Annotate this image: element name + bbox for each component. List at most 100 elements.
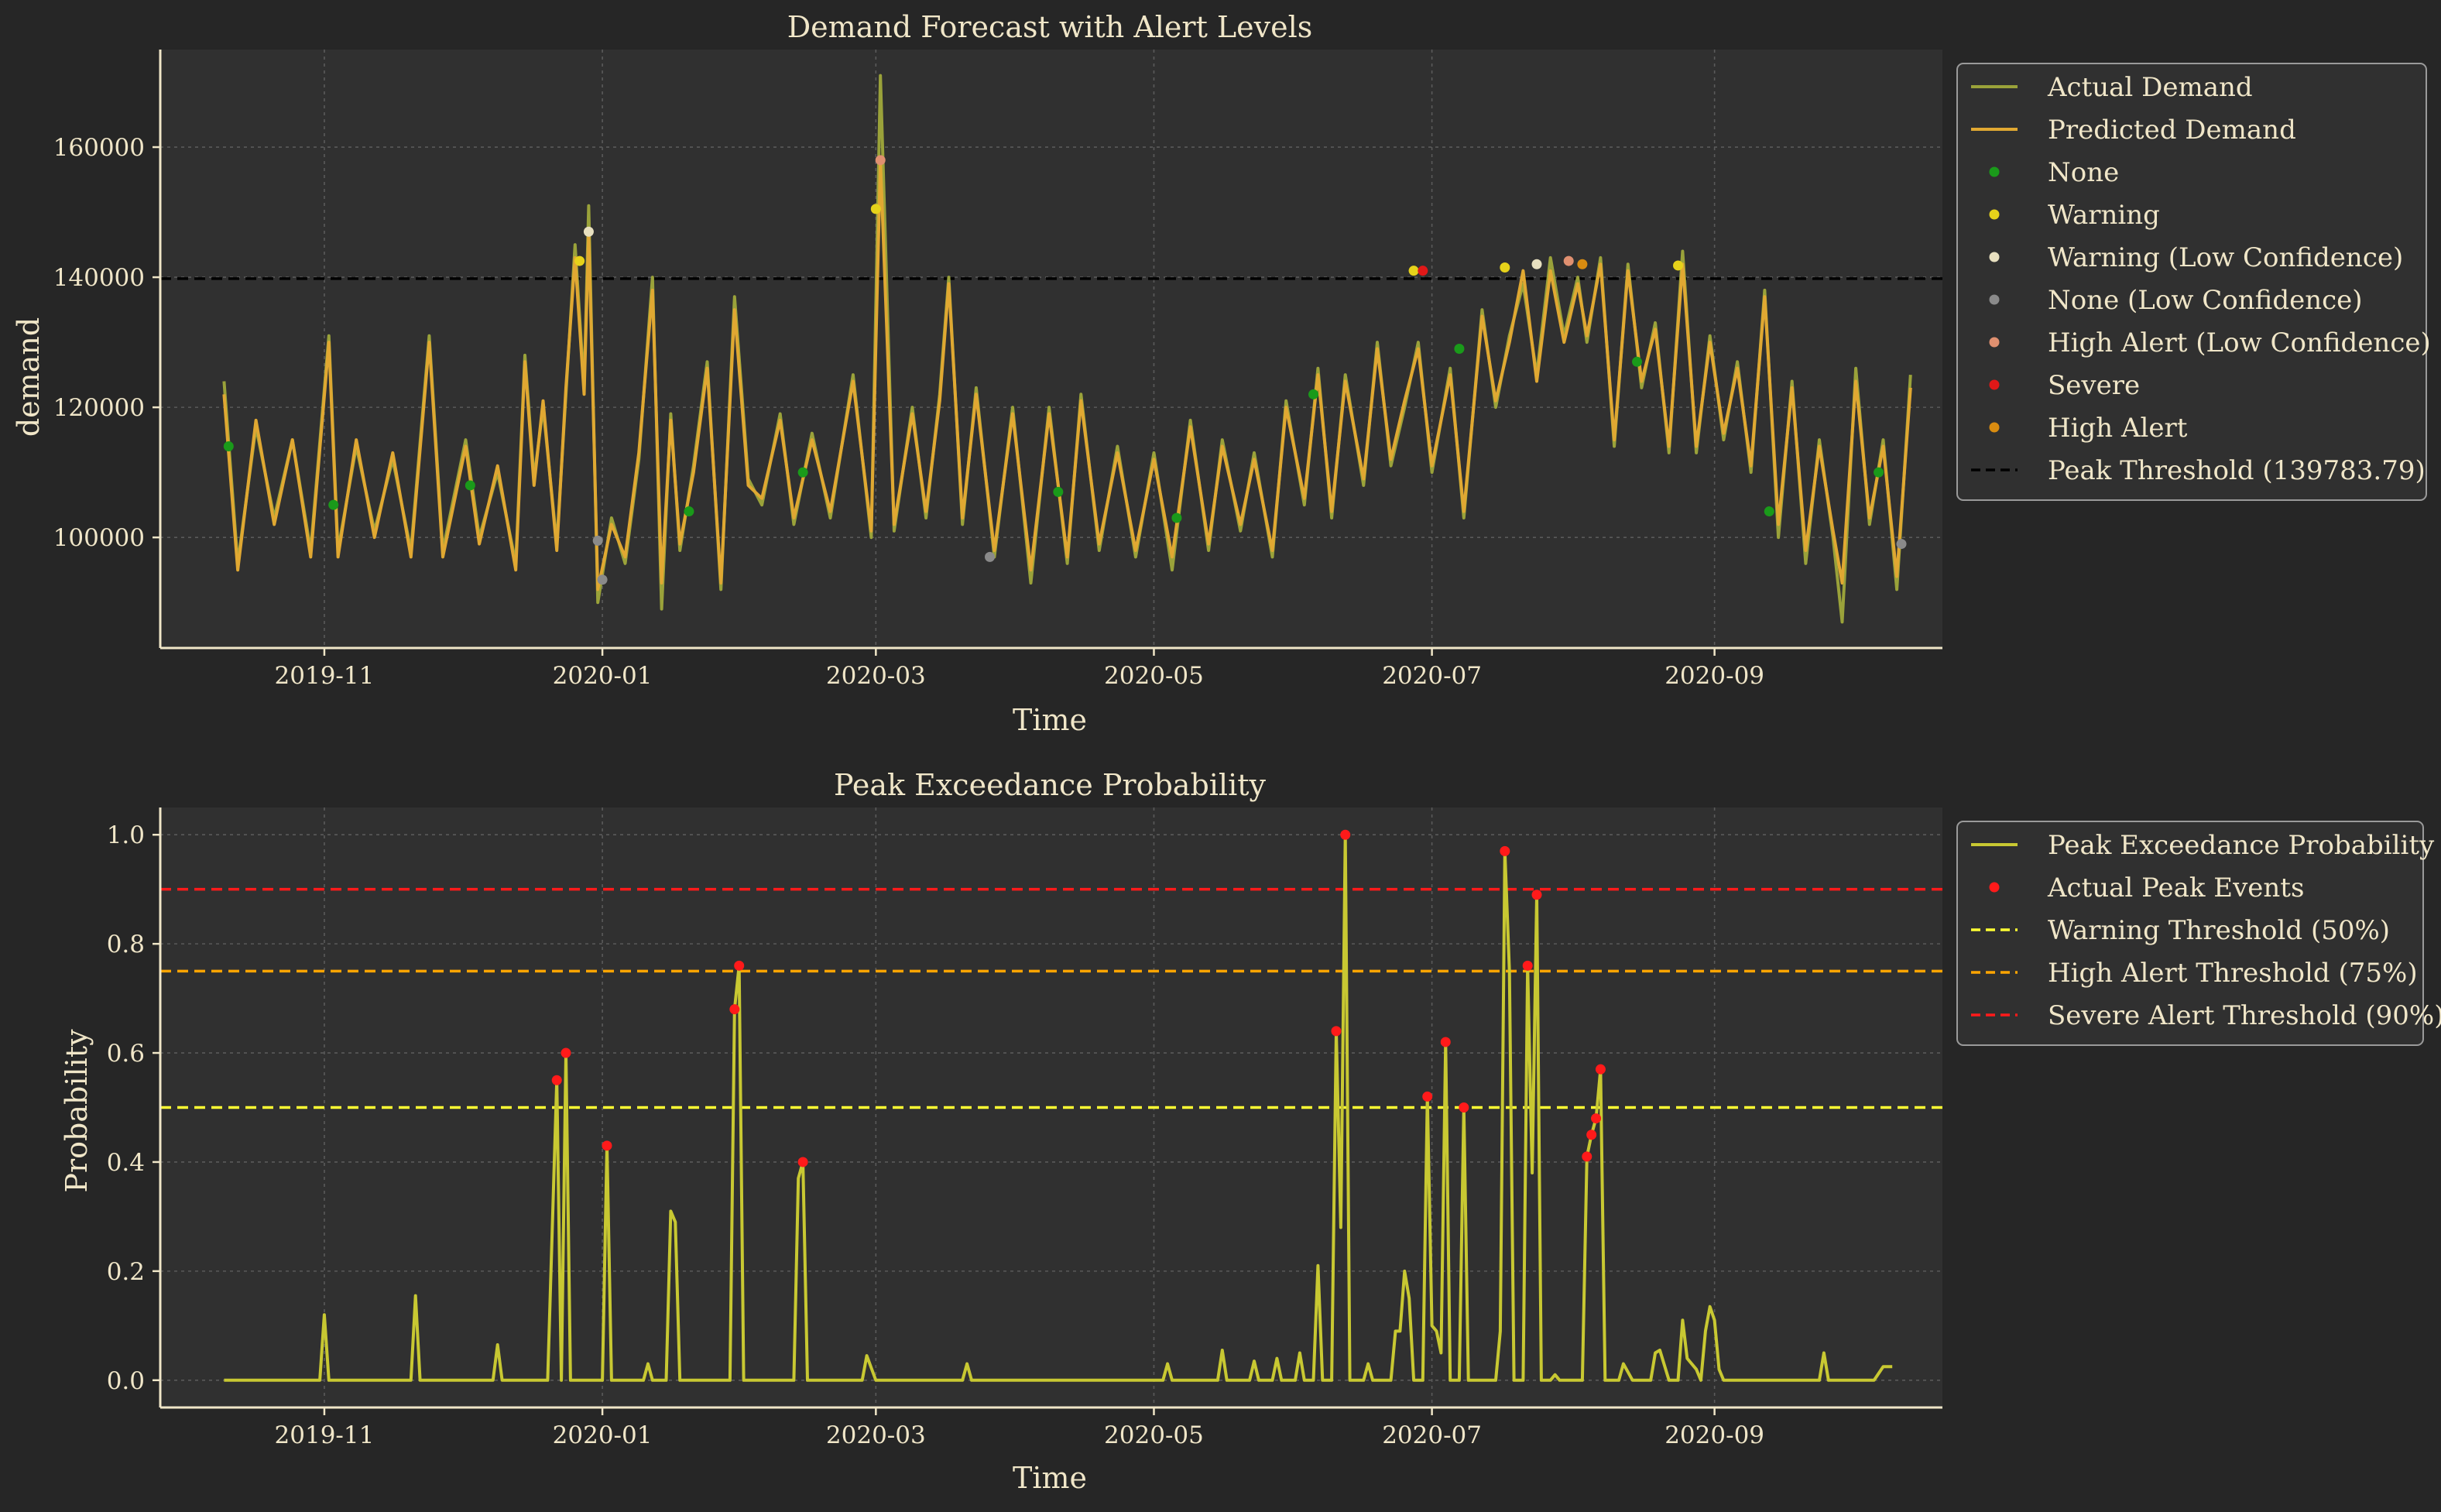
marker-0-10 xyxy=(1764,506,1774,517)
marker-0-1 xyxy=(328,499,339,510)
x-tick-label-3: 2020-05 xyxy=(1104,662,1204,690)
y-tick-label-5: 1.0 xyxy=(107,821,145,849)
probability-y-ticks: 0.0 0.2 0.4 0.6 0.8 1.0 xyxy=(107,821,160,1395)
legend-label-3: Warning xyxy=(2048,200,2160,231)
x-tick-label-4: 2020-07 xyxy=(1382,1421,1482,1449)
x-tick-label-2: 2020-03 xyxy=(826,662,926,690)
demand-grid xyxy=(160,50,1942,648)
marker-5-0 xyxy=(1418,266,1428,276)
legend-handle-5 xyxy=(1989,294,2000,305)
marker-0-14 xyxy=(1582,1151,1592,1162)
probability-x-axis-label: Time xyxy=(1013,1461,1087,1495)
legend-label-0: Actual Demand xyxy=(2047,72,2253,103)
marker-0-4 xyxy=(734,960,745,971)
marker-0-2 xyxy=(602,1140,612,1151)
marker-0-8 xyxy=(1422,1091,1433,1102)
marker-0-1 xyxy=(561,1047,571,1058)
y-tick-label-0: 100000 xyxy=(53,524,145,552)
marker-0-3 xyxy=(684,506,694,517)
y-tick-label-3: 160000 xyxy=(53,134,145,162)
x-tick-label-5: 2020-09 xyxy=(1664,662,1764,690)
y-tick-label-3: 0.6 xyxy=(107,1040,145,1068)
series-line-1 xyxy=(222,158,1912,591)
probability-series-lines xyxy=(224,833,1893,1382)
marker-3-1 xyxy=(597,574,608,585)
marker-0-11 xyxy=(1874,467,1884,478)
demand-forecast-subplot: 2019-11 2020-01 2020-03 2020-05 2020-07 2020-… xyxy=(12,10,2431,737)
probability-threshold-lines xyxy=(160,887,1942,1109)
y-tick-label-1: 120000 xyxy=(53,394,145,422)
x-tick-label-5: 2020-09 xyxy=(1664,1421,1764,1449)
marker-0-16 xyxy=(1591,1113,1602,1124)
marker-4-1 xyxy=(1563,255,1574,266)
marker-0-12 xyxy=(1522,960,1533,971)
y-tick-label-1: 0.2 xyxy=(107,1258,145,1286)
marker-1-4 xyxy=(1673,260,1684,271)
legend-label-8: High Alert xyxy=(2048,413,2188,444)
demand-y-ticks: 100000 120000 140000 160000 xyxy=(53,134,160,552)
legend-label-0: Peak Exceedance Probability xyxy=(2048,830,2435,861)
marker-6-0 xyxy=(1577,259,1588,269)
marker-0-0 xyxy=(223,441,234,452)
marker-0-10 xyxy=(1459,1102,1469,1113)
x-tick-label-0: 2019-11 xyxy=(275,1421,375,1449)
demand-chart-title: Demand Forecast with Alert Levels xyxy=(787,10,1313,44)
marker-0-0 xyxy=(551,1075,562,1085)
marker-2-0 xyxy=(583,226,594,237)
marker-0-7 xyxy=(1340,829,1351,840)
legend-box xyxy=(1956,821,2424,1046)
legend-handle-3 xyxy=(1989,209,2000,220)
y-tick-label-0: 0.0 xyxy=(107,1367,145,1395)
legend-label-6: High Alert (Low Confidence) xyxy=(2048,327,2431,358)
marker-0-8 xyxy=(1454,344,1465,354)
marker-0-15 xyxy=(1586,1130,1597,1140)
marker-0-5 xyxy=(797,1157,808,1167)
legend-handle-8 xyxy=(1989,422,2000,433)
marker-0-6 xyxy=(1331,1026,1342,1037)
demand-series-lines xyxy=(222,74,1912,624)
marker-3-2 xyxy=(985,551,996,562)
demand-y-axis-label: demand xyxy=(12,317,46,437)
marker-3-3 xyxy=(1896,539,1907,550)
marker-2-1 xyxy=(1531,259,1542,269)
probability-chart-title: Peak Exceedance Probability xyxy=(834,768,1266,802)
marker-0-13 xyxy=(1531,890,1542,900)
marker-0-9 xyxy=(1440,1037,1451,1047)
marker-0-3 xyxy=(729,1004,740,1015)
x-tick-label-1: 2020-01 xyxy=(553,662,653,690)
marker-1-2 xyxy=(1408,266,1419,276)
x-tick-label-0: 2019-11 xyxy=(275,662,375,690)
legend-handle-1 xyxy=(1989,882,2000,893)
marker-1-1 xyxy=(870,204,881,214)
marker-0-11 xyxy=(1500,845,1510,856)
marker-0-4 xyxy=(797,467,808,478)
y-tick-label-2: 0.4 xyxy=(107,1149,145,1177)
legend-handle-6 xyxy=(1989,337,2000,348)
legend-label-2: Warning Threshold (50%) xyxy=(2048,915,2390,946)
demand-axes-background xyxy=(160,50,1942,648)
marker-0-7 xyxy=(1308,389,1319,399)
series-line-0 xyxy=(224,833,1893,1382)
marker-0-6 xyxy=(1171,513,1182,523)
demand-axes-spines xyxy=(159,50,1942,650)
legend-handle-2 xyxy=(1989,166,2000,177)
legend-box xyxy=(1956,63,2427,501)
peak-event-markers xyxy=(551,829,1606,1167)
probability-y-axis-label: Probability xyxy=(60,1029,94,1193)
marker-1-3 xyxy=(1500,262,1510,273)
y-tick-label-2: 140000 xyxy=(53,264,145,292)
legend-label-7: Severe xyxy=(2048,370,2140,401)
probability-subplot: 2019-11 2020-01 2020-03 2020-05 2020-07 2020-… xyxy=(60,768,2441,1495)
legend-handle-7 xyxy=(1989,379,2000,390)
legend-label-4: Warning (Low Confidence) xyxy=(2048,242,2403,273)
demand-x-ticks: 2019-11 2020-01 2020-03 2020-05 2020-07 2020-… xyxy=(275,648,1764,690)
legend-label-3: High Alert Threshold (75%) xyxy=(2048,958,2418,989)
probability-x-ticks: 2019-11 2020-01 2020-03 2020-05 2020-07 2020-… xyxy=(275,1407,1764,1449)
probability-axes-spines xyxy=(159,807,1942,1409)
legend-label-1: Predicted Demand xyxy=(2048,115,2296,146)
demand-x-axis-label: Time xyxy=(1013,703,1087,737)
marker-0-17 xyxy=(1595,1064,1606,1075)
marker-0-9 xyxy=(1632,356,1643,367)
legend-label-5: None (Low Confidence) xyxy=(2048,285,2363,316)
